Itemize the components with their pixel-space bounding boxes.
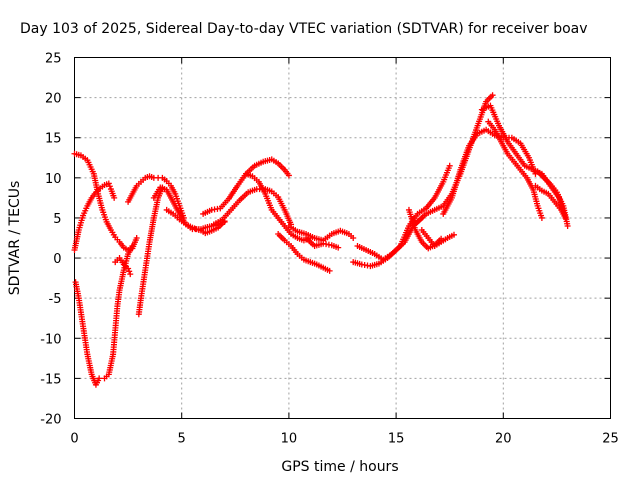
plot-frame [74,57,611,419]
data-point [326,267,333,274]
series-track-20 [405,206,445,252]
x-tick-label: 20 [495,432,512,447]
y-axis-label: SDTVAR / TECUs [7,181,23,296]
series-track-21 [440,126,539,217]
data-point [562,214,569,221]
grid-layer [74,57,611,419]
series-track-5 [112,255,134,278]
x-tick-label: 25 [602,432,619,447]
y-tick-label: -10 [40,332,61,347]
series-track-25 [532,182,569,221]
points-layer [71,92,571,388]
y-tick-label: -5 [49,292,62,307]
x-tick-label: 15 [388,432,405,447]
x-axis-label: GPS time / hours [281,459,398,475]
data-point [111,194,118,201]
data-point [350,235,357,241]
series-track-7 [125,173,187,221]
series-track-23 [485,118,545,221]
series-track-17 [354,162,453,263]
data-point [127,271,134,278]
series-track-10 [200,156,292,217]
data-point [125,265,132,272]
data-point [129,243,136,250]
series-track-4 [101,243,136,382]
data-point [446,162,453,169]
series-track-15 [303,235,342,251]
data-point [105,180,112,187]
y-tick-label: 15 [45,132,62,147]
data-point [133,235,140,241]
y-tick-label: 20 [45,92,62,107]
series-track-13 [275,230,333,274]
data-point [489,92,496,99]
y-tick-label: -15 [40,372,61,387]
y-tick-label: -20 [40,413,61,428]
data-point [106,183,113,190]
y-tick-label: 25 [45,52,62,67]
data-point [538,214,545,221]
series-track-24 [534,168,571,229]
series-track-3 [72,279,103,388]
x-tick-label: 0 [70,432,78,447]
y-tick-label: 0 [53,252,61,267]
series-track-2 [71,180,118,254]
data-point [564,222,571,229]
series-track-6 [135,184,166,318]
y-tick-label: 10 [45,172,62,187]
x-tick-label: 5 [178,432,186,447]
data-point [126,268,133,275]
chart-title: Day 103 of 2025, Sidereal Day-to-day VTE… [20,21,588,37]
data-point [96,375,103,382]
series-track-11 [210,186,295,228]
x-tick-label: 10 [281,432,298,447]
series-track-14 [285,222,357,244]
y-tick-label: 5 [53,212,61,227]
data-point [335,244,342,251]
data-point [285,172,292,179]
data-point [450,231,457,238]
data-point [438,235,445,242]
tick-layer: 0 5 10 15 20 25 25 20 15 10 5 0 -5 -10 -15 -20 [40,52,619,447]
